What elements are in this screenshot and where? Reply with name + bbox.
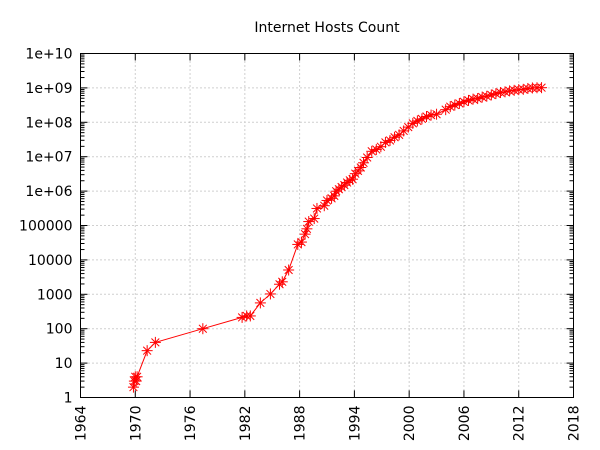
data-point [431, 108, 443, 120]
x-tick-label: 1988 [293, 406, 309, 442]
x-tick-label: 1976 [183, 405, 199, 441]
y-tick-label: 1000 [37, 287, 73, 303]
data-point [366, 145, 378, 157]
data-point [276, 276, 288, 288]
data-point [301, 223, 313, 235]
y-tick-label: 1e+09 [25, 81, 72, 97]
y-tick-label: 100000 [19, 219, 72, 235]
x-tick-label: 2000 [402, 406, 418, 442]
data-point [295, 236, 307, 248]
data-point [254, 297, 266, 309]
x-tick-label: 2018 [567, 406, 583, 442]
data-point [141, 345, 153, 357]
data-point [299, 228, 311, 240]
y-tick-label: 1e+10 [25, 47, 72, 63]
y-tick-label: 1e+06 [25, 184, 72, 200]
series-group [127, 82, 548, 393]
data-point [421, 111, 433, 123]
x-tick-label: 1994 [347, 405, 363, 441]
data-point [264, 288, 276, 300]
data-point [411, 115, 423, 127]
data-point [425, 109, 437, 121]
data-point [197, 323, 209, 335]
x-tick-label: 1982 [238, 406, 254, 442]
y-tick-label: 100 [46, 322, 73, 338]
plot-frame [80, 53, 574, 398]
y-tick-label: 10 [55, 356, 73, 372]
y-tick-label: 10000 [28, 253, 73, 269]
series-line [132, 87, 542, 388]
data-point [244, 310, 256, 322]
y-tick-label: 1 [64, 391, 73, 407]
data-point [303, 216, 315, 228]
data-point [328, 190, 340, 202]
y-tick-label: 1e+08 [25, 115, 72, 131]
y-tick-label: 1e+07 [25, 150, 72, 166]
chart-title: Internet Hosts Count [254, 20, 400, 36]
data-point [283, 264, 295, 276]
x-tick-label: 1964 [74, 405, 90, 441]
x-tick-label: 2006 [457, 405, 473, 441]
data-point [472, 93, 484, 105]
data-point [444, 101, 456, 113]
data-point [336, 181, 348, 193]
data-point [384, 134, 396, 146]
x-tick-label: 1970 [128, 406, 144, 442]
data-point [379, 136, 391, 148]
data-point [321, 194, 333, 206]
data-point [308, 213, 320, 225]
data-point [361, 152, 373, 164]
data-point [449, 99, 461, 111]
x-tick-label: 2012 [512, 406, 528, 442]
data-point [536, 82, 548, 94]
data-point [311, 202, 323, 214]
grid [80, 53, 574, 398]
data-point [131, 371, 143, 383]
data-point [236, 311, 248, 323]
axes: 1964 1970 1976 1982 1988 1994 2000 2006 2012 2018… [19, 47, 582, 442]
data-point [149, 336, 161, 348]
data-point [453, 97, 465, 109]
